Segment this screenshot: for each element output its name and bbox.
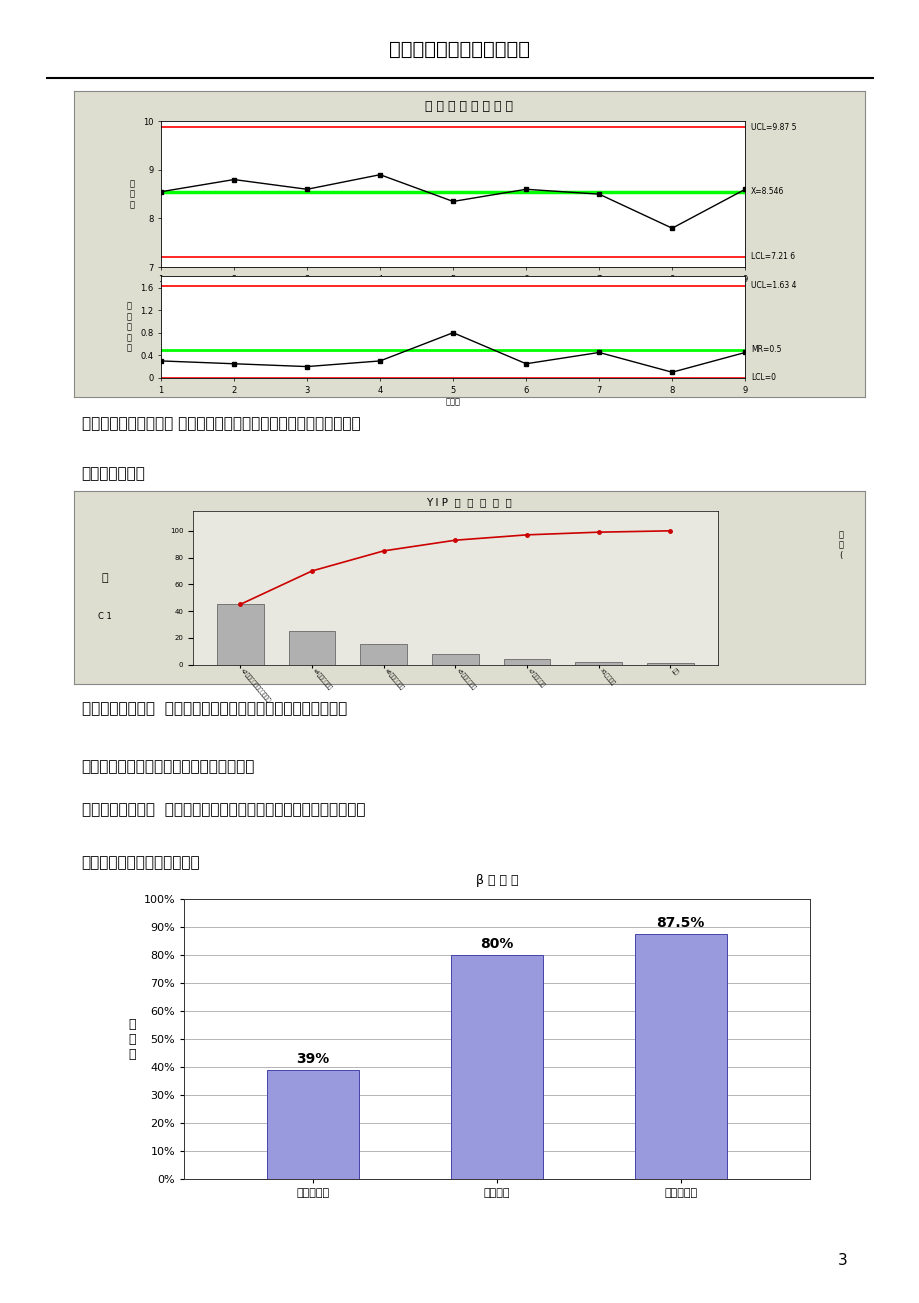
Bar bbox=[504, 659, 550, 665]
Bar bbox=[289, 631, 335, 665]
Y-axis label: 观
测
值: 观 测 值 bbox=[129, 180, 134, 208]
Text: MR=0.5: MR=0.5 bbox=[750, 345, 781, 354]
X-axis label: 观测值: 观测值 bbox=[445, 287, 460, 296]
Text: 直方图又称柱状图  是一种统计报告图，由一系列高度不等的纵向条纹: 直方图又称柱状图 是一种统计报告图，由一系列高度不等的纵向条纹 bbox=[82, 801, 365, 817]
Text: 召: 召 bbox=[102, 573, 108, 582]
Text: 身 体 舒 适 度 控 制 图: 身 体 舒 适 度 控 制 图 bbox=[425, 100, 513, 113]
Bar bbox=[217, 605, 264, 665]
Y-axis label: 移
动
极
差
值: 移 动 极 差 值 bbox=[127, 302, 131, 352]
Text: 标图上，用成对的资料之间是否有相关性。: 标图上，用成对的资料之间是否有相关性。 bbox=[82, 760, 255, 774]
Bar bbox=[450, 955, 542, 1179]
Bar bbox=[432, 654, 478, 665]
Y-axis label: 百
分
比: 百 分 比 bbox=[129, 1018, 136, 1061]
Text: 或线段表示数据分布的情况。: 或线段表示数据分布的情况。 bbox=[82, 855, 200, 870]
Text: 3: 3 bbox=[837, 1252, 846, 1268]
Text: 80%: 80% bbox=[480, 937, 513, 951]
Text: 三甲评审院领导需知晓内容: 三甲评审院领导需知晓内容 bbox=[389, 40, 530, 59]
Bar bbox=[267, 1070, 358, 1179]
Text: UCL=9.87 5: UCL=9.87 5 bbox=[750, 122, 796, 132]
Text: LCL=7.21 6: LCL=7.21 6 bbox=[750, 251, 794, 261]
Text: 散布图又叫相关图  ，它是将两个可能相关的变数资料用点画在坐: 散布图又叫相关图 ，它是将两个可能相关的变数资料用点画在坐 bbox=[82, 701, 346, 717]
Bar bbox=[360, 645, 406, 665]
Text: X=8.546: X=8.546 bbox=[750, 188, 784, 197]
Text: β 召 门 召: β 召 门 召 bbox=[475, 874, 517, 887]
X-axis label: 观测值: 观测值 bbox=[445, 397, 460, 407]
Text: 排列图即主次排列图。 它是找出影响医疗服务质量存在的主要问题的: 排列图即主次排列图。 它是找出影响医疗服务质量存在的主要问题的 bbox=[82, 416, 359, 431]
Bar bbox=[646, 663, 693, 665]
Text: 比
例
(: 比 例 ( bbox=[837, 530, 843, 560]
Text: 39%: 39% bbox=[296, 1052, 329, 1066]
Bar bbox=[634, 934, 726, 1179]
Bar bbox=[575, 662, 621, 665]
Text: LCL=0: LCL=0 bbox=[750, 374, 776, 382]
Text: 一种有效方法。: 一种有效方法。 bbox=[82, 466, 145, 482]
Text: C 1: C 1 bbox=[98, 612, 112, 622]
Text: UCL=1.63 4: UCL=1.63 4 bbox=[750, 281, 796, 291]
Text: Y I P  质  量  报  告  表: Y I P 质 量 报 告 表 bbox=[425, 496, 512, 507]
Text: 87.5%: 87.5% bbox=[656, 916, 704, 930]
